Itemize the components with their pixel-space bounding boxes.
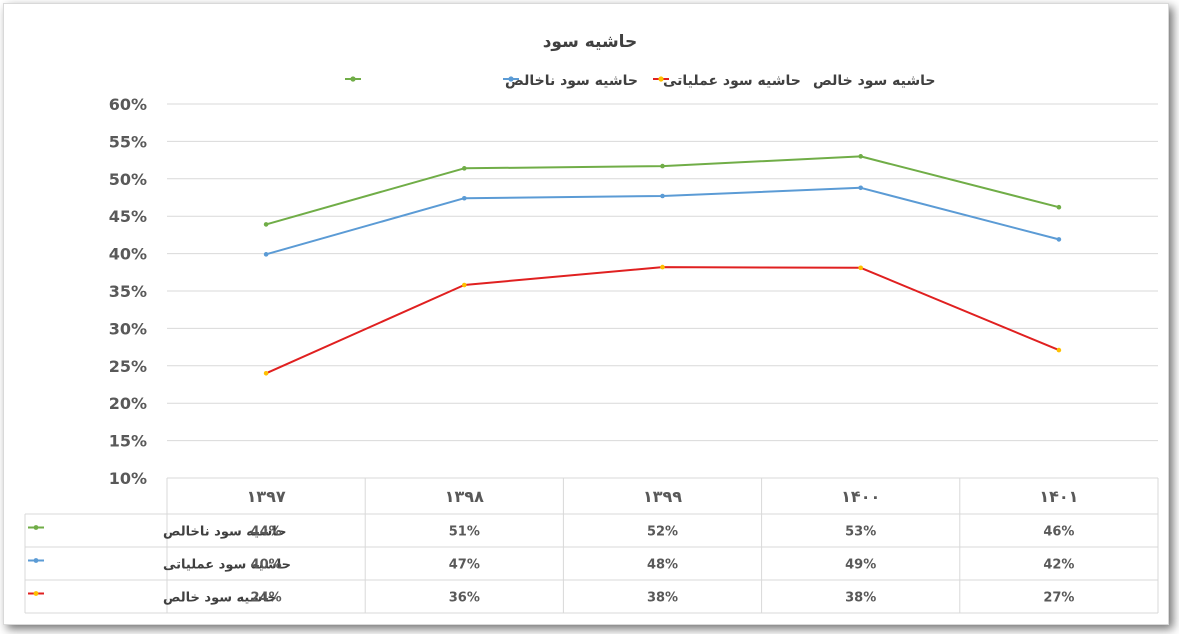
table-cell: 38% [647,591,678,606]
category-label: ۱۳۹۹ [643,487,682,506]
data-point [858,154,863,159]
data-point [660,264,665,270]
table-cell: 52% [647,525,678,540]
table-row-key-dot [33,591,39,596]
y-axis-ticks: 60% 55% 50% 45% 40% 35% 30% 25% 20% 15% 10% [109,95,147,488]
data-point [263,252,269,257]
series-line [265,266,1060,375]
category-label: ۱۳۹۸ [445,487,484,506]
chart-title: حاشیه سود [543,32,638,52]
grid-lines [167,103,1158,479]
y-tick-label: 45% [109,207,147,226]
table-cell: 49% [845,558,876,573]
chart-legend: حاشیه سود خالص حاشیه سود عملیاتی حاشیه سود… [345,73,936,89]
data-point [1056,347,1062,353]
data-point [462,195,467,201]
table-cell: 53% [845,525,876,540]
table-row-key-dot [33,558,39,563]
legend-label: حاشیه سود ناخالص [505,73,638,89]
y-tick-label: 60% [109,95,147,114]
table-cell: 38% [845,591,876,606]
table-row-label: حاشیه سود ناخالص [163,525,287,540]
legend-marker-dot [350,76,356,82]
table-cell: 46% [1043,525,1074,540]
table-cell: 42% [1043,558,1074,573]
table-cell: 44% [251,525,282,540]
data-point [263,370,269,376]
table-row-key-dot [33,525,39,530]
table-cell: 27% [1043,591,1074,606]
y-tick-label: 35% [109,282,147,301]
table-cell: 40% [251,558,282,573]
y-tick-label: 40% [109,245,147,264]
category-label: ۱۳۹۷ [247,487,286,506]
table-row-label: حاشیه سود خالص [163,591,277,606]
category-label: ۱۴۰۱ [1039,487,1078,506]
legend-marker-dot [658,76,664,82]
category-label: ۱۴۰۰ [841,487,880,506]
data-point [858,265,863,271]
legend-label: حاشیه سود عملیاتی [663,73,801,89]
y-tick-label: 25% [109,357,147,376]
data-point [660,193,665,199]
chart-frame [3,3,1169,625]
data-point [660,163,665,169]
table-cell: 24% [251,591,282,606]
y-tick-label: 20% [109,394,147,413]
y-tick-label: 15% [109,432,147,451]
data-point [263,222,269,227]
y-tick-label: 30% [109,319,147,338]
legend-marker-dot [508,76,514,82]
table-cell: 36% [449,591,480,606]
data-point [1056,237,1062,242]
table-cell: 48% [647,558,678,573]
y-tick-label: 50% [109,170,147,189]
legend-label: حاشیه سود خالص [813,73,936,89]
y-tick-label: 55% [109,132,147,151]
y-tick-label: 10% [109,469,147,488]
data-point [1056,204,1062,210]
table-cell: 51% [449,525,480,540]
table-cell: 47% [449,558,480,573]
data-point [462,166,467,171]
table-row-label: حاشیه سود عملیاتی [163,558,291,573]
series-lines [263,154,1062,376]
data-point [858,185,863,191]
data-point [462,282,467,288]
